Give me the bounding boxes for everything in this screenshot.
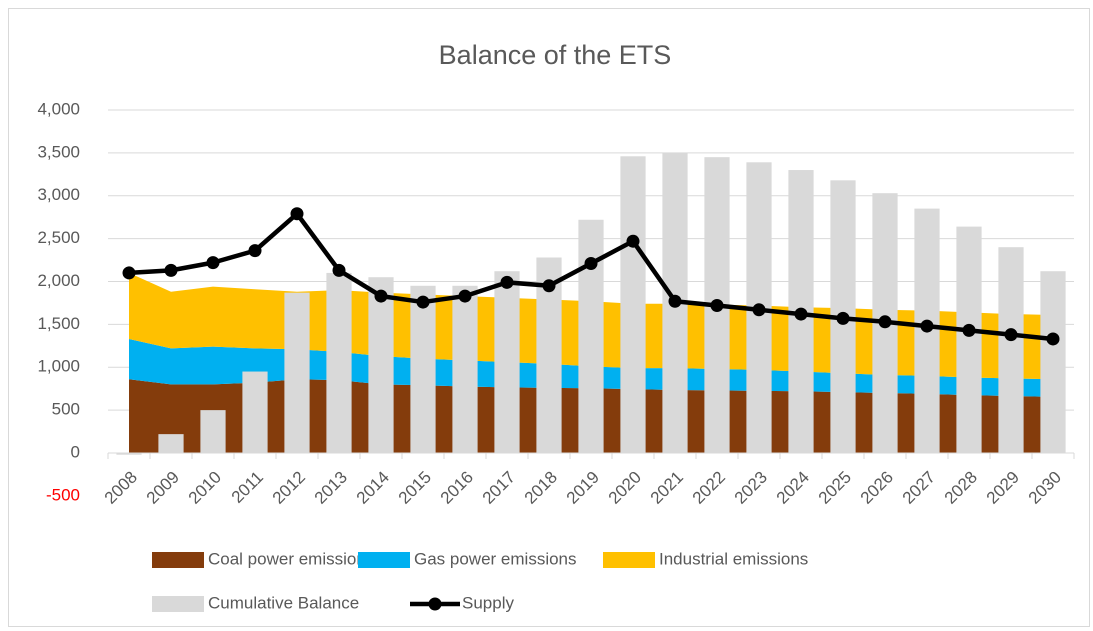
bar — [242, 371, 268, 453]
bar — [578, 219, 604, 453]
marker — [1004, 328, 1018, 342]
marker — [752, 303, 766, 317]
marker — [794, 307, 808, 321]
bar — [452, 285, 478, 453]
legend-label: Cumulative Balance — [208, 593, 359, 612]
marker — [122, 266, 136, 280]
bar — [284, 292, 310, 453]
y-tick-label: 4,000 — [37, 99, 80, 118]
legend-label: Coal power emissions — [208, 549, 374, 568]
marker — [920, 319, 934, 333]
y-tick-label: 3,000 — [37, 185, 80, 204]
bar — [200, 410, 226, 453]
legend-swatch — [152, 552, 204, 568]
marker — [416, 295, 430, 309]
bar — [998, 247, 1024, 453]
bar — [956, 226, 982, 453]
legend-swatch — [603, 552, 655, 568]
marker — [374, 289, 388, 303]
y-tick-label: 2,000 — [37, 271, 80, 290]
marker — [164, 263, 178, 277]
marker — [332, 263, 346, 277]
marker — [836, 311, 850, 325]
bar — [116, 453, 142, 455]
bar — [158, 434, 184, 453]
marker — [878, 315, 892, 329]
marker — [500, 275, 514, 289]
marker — [542, 279, 556, 293]
legend-label: Supply — [462, 593, 514, 612]
marker — [248, 244, 262, 258]
y-tick-label: 3,500 — [37, 142, 80, 161]
marker — [458, 289, 472, 303]
y-tick-label: 1,500 — [37, 314, 80, 333]
bar — [620, 156, 646, 453]
bar — [326, 272, 352, 453]
legend-swatch — [428, 597, 442, 611]
marker — [962, 323, 976, 337]
bar — [1040, 271, 1066, 453]
legend-label: Industrial emissions — [659, 549, 808, 568]
marker — [710, 299, 724, 313]
y-tick-label: 500 — [52, 400, 80, 419]
marker — [584, 256, 598, 270]
y-tick-label: 2,500 — [37, 228, 80, 247]
legend-swatch — [358, 552, 410, 568]
bar — [410, 285, 436, 453]
bar — [368, 277, 394, 453]
marker — [626, 234, 640, 248]
legend-swatch — [152, 596, 204, 612]
marker — [206, 256, 220, 270]
y-tick-label: 1,000 — [37, 357, 80, 376]
legend-label: Gas power emissions — [414, 549, 577, 568]
marker — [668, 294, 682, 308]
chart-title: Balance of the ETS — [439, 40, 672, 70]
y-tick-label: -500 — [46, 485, 80, 504]
marker — [1046, 332, 1060, 346]
bar — [494, 271, 520, 453]
y-tick-label: 0 — [71, 442, 80, 461]
marker — [290, 207, 304, 221]
